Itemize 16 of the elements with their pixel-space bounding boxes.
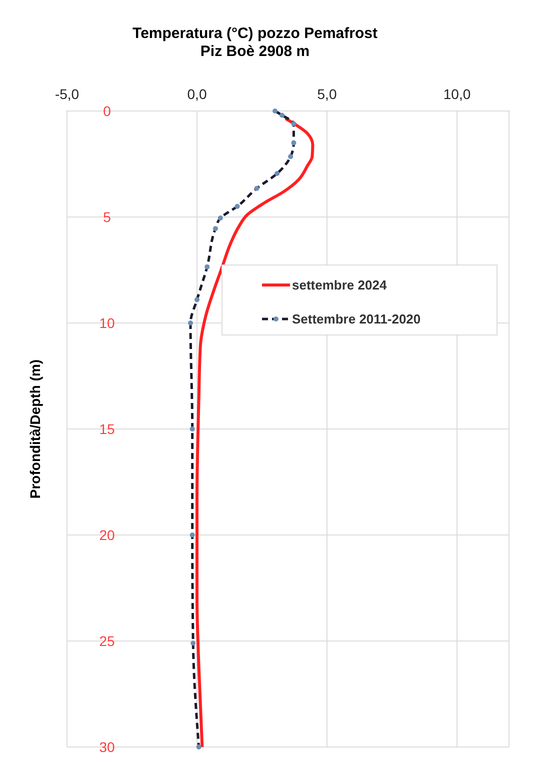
y-tick-label: 20 bbox=[99, 526, 115, 543]
chart-subtitle: Piz Boè 2908 m bbox=[200, 43, 310, 60]
y-tick-label: 5 bbox=[103, 208, 112, 225]
y-tick-label: 0 bbox=[103, 102, 112, 119]
y-tick-label: 25 bbox=[99, 632, 115, 649]
y-axis-title: Profondità/Depth (m) bbox=[27, 359, 43, 499]
x-tick-label: 0,0 bbox=[187, 86, 207, 102]
x-tick-label: 10,0 bbox=[443, 86, 471, 102]
y-tick-label: 30 bbox=[99, 738, 115, 755]
legend-label: settembre 2024 bbox=[292, 278, 388, 293]
y-tick-label: 15 bbox=[99, 420, 115, 437]
legend-label: Settembre 2011-2020 bbox=[292, 312, 421, 327]
x-tick-label: 5,0 bbox=[317, 86, 337, 102]
y-tick-label: 10 bbox=[99, 314, 115, 331]
chart-title: Temperatura (°C) pozzo Pemafrost bbox=[132, 25, 378, 42]
x-tick-label: -5,0 bbox=[54, 86, 80, 102]
